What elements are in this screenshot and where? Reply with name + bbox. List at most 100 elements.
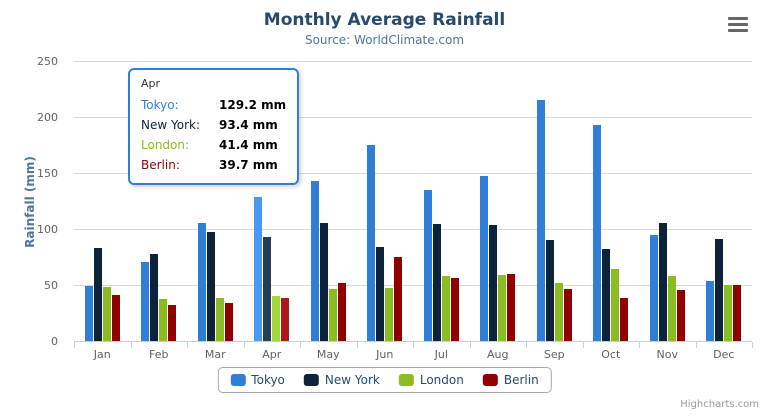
bar-london-jul[interactable] [441,275,450,342]
x-axis-tick [300,342,301,348]
bar-london-sep[interactable] [554,283,563,342]
tooltip-series-name: Tokyo: [141,98,179,112]
bar-tokyo-jul[interactable] [423,190,432,342]
bar-tokyo-feb[interactable] [141,261,150,342]
x-axis-category-label: Jun [376,348,394,361]
bar-tokyo-apr[interactable] [254,197,263,342]
category-group-dec [696,62,753,342]
bar-berlin-jun[interactable] [394,257,403,342]
bar-london-jun[interactable] [385,287,394,342]
bar-london-apr[interactable] [272,295,281,342]
hamburger-bar [728,23,748,26]
category-group-apr [244,62,301,342]
x-axis-category-label: Jul [434,348,448,361]
bar-new-york-jan[interactable] [93,248,102,342]
bar-new-york-oct[interactable] [602,248,611,342]
bar-london-jan[interactable] [102,287,111,342]
tooltip-row: London: 41.4 mm [141,135,286,155]
y-axis-tick-label: 100 [37,223,58,236]
category-group-jun [357,62,414,342]
bar-tokyo-jun[interactable] [367,144,376,342]
tooltip-rows: Tokyo: 129.2 mm New York: 93.4 mm London: 41.… [141,95,286,175]
legend-item-london[interactable]: London [398,373,464,387]
bar-berlin-dec[interactable] [733,284,742,342]
bar-tokyo-oct[interactable] [593,124,602,342]
bar-tokyo-may[interactable] [310,180,319,342]
category-group-aug [470,62,527,342]
bar-tokyo-mar[interactable] [197,222,206,342]
x-axis-category-label: Jan [93,348,111,361]
bar-tokyo-jan[interactable] [84,286,93,342]
bar-new-york-aug[interactable] [489,225,498,342]
tooltip-series-name: Berlin: [141,158,180,172]
legend: Tokyo New York London Berlin [217,367,552,393]
bar-berlin-sep[interactable] [563,288,572,342]
bar-new-york-feb[interactable] [150,253,159,342]
bar-new-york-apr[interactable] [263,237,272,342]
tooltip-series-name: New York: [141,118,200,132]
bar-london-feb[interactable] [159,298,168,342]
bar-berlin-nov[interactable] [676,289,685,342]
hamburger-menu-icon[interactable] [728,17,748,32]
bar-berlin-feb[interactable] [168,304,177,342]
bar-new-york-jul[interactable] [432,224,441,342]
bar-london-aug[interactable] [498,275,507,342]
x-axis-tick [130,342,132,348]
bar-tokyo-sep[interactable] [536,99,545,342]
x-axis-tick [74,342,75,348]
legend-item-tokyo[interactable]: Tokyo [230,373,285,387]
bar-berlin-may[interactable] [337,283,346,342]
bar-berlin-oct[interactable] [620,298,629,342]
bar-tokyo-dec[interactable] [706,281,715,342]
bar-new-york-mar[interactable] [206,231,215,342]
bar-new-york-may[interactable] [319,223,328,342]
category-group-jul [413,62,470,342]
tooltip-series-name: London: [141,138,190,152]
bar-berlin-mar[interactable] [224,303,233,342]
x-axis-line [74,341,752,342]
bar-london-may[interactable] [328,289,337,342]
bar-tokyo-nov[interactable] [649,234,658,342]
tooltip-row: Tokyo: 129.2 mm [141,95,286,115]
columns-container [74,62,752,342]
legend-symbol [303,374,319,386]
legend-item-new-york[interactable]: New York [303,373,380,387]
bar-new-york-jun[interactable] [376,247,385,342]
x-axis-category-label: Mar [204,348,226,361]
tooltip-value: 39.7 mm [219,158,278,172]
legend-item-berlin[interactable]: Berlin [482,373,539,387]
bar-new-york-dec[interactable] [715,238,724,342]
bar-berlin-apr[interactable] [281,297,290,342]
tooltip-value: 41.4 mm [219,138,278,152]
x-axis-tick [469,342,471,348]
bar-london-mar[interactable] [215,298,224,342]
chart-title: Monthly Average Rainfall [263,10,506,30]
x-axis-category-label: Sep [543,348,565,361]
legend-label: London [419,373,464,387]
bar-tokyo-aug[interactable] [480,175,489,342]
x-axis-tick [526,342,527,348]
bar-berlin-jan[interactable] [111,294,120,342]
x-axis-tick [356,342,358,348]
bar-london-oct[interactable] [611,269,620,342]
bar-london-dec[interactable] [724,284,733,342]
tooltip-value: 129.2 mm [219,98,287,112]
bar-new-york-nov[interactable] [658,222,667,342]
legend-label: Berlin [503,373,539,387]
credits-link[interactable]: Highcharts.com [680,399,759,410]
category-group-mar [187,62,244,342]
bar-london-nov[interactable] [667,275,676,342]
chart-subtitle: Source: WorldClimate.com [304,33,465,47]
x-axis-category-label: Oct [601,348,621,361]
bar-new-york-sep[interactable] [545,239,554,342]
bar-berlin-jul[interactable] [450,277,459,342]
x-axis-labels: Jan Feb Mar Apr May Jun Jul Aug Sep Oct Nov Dec [74,348,752,361]
gridline [74,61,752,62]
bar-berlin-aug[interactable] [507,274,516,342]
y-axis-tick-label: 250 [37,55,58,68]
x-axis-category-label: Apr [262,348,282,361]
gridline [74,173,752,174]
x-axis-category-label: Aug [487,348,509,361]
x-axis-tick [187,342,188,348]
